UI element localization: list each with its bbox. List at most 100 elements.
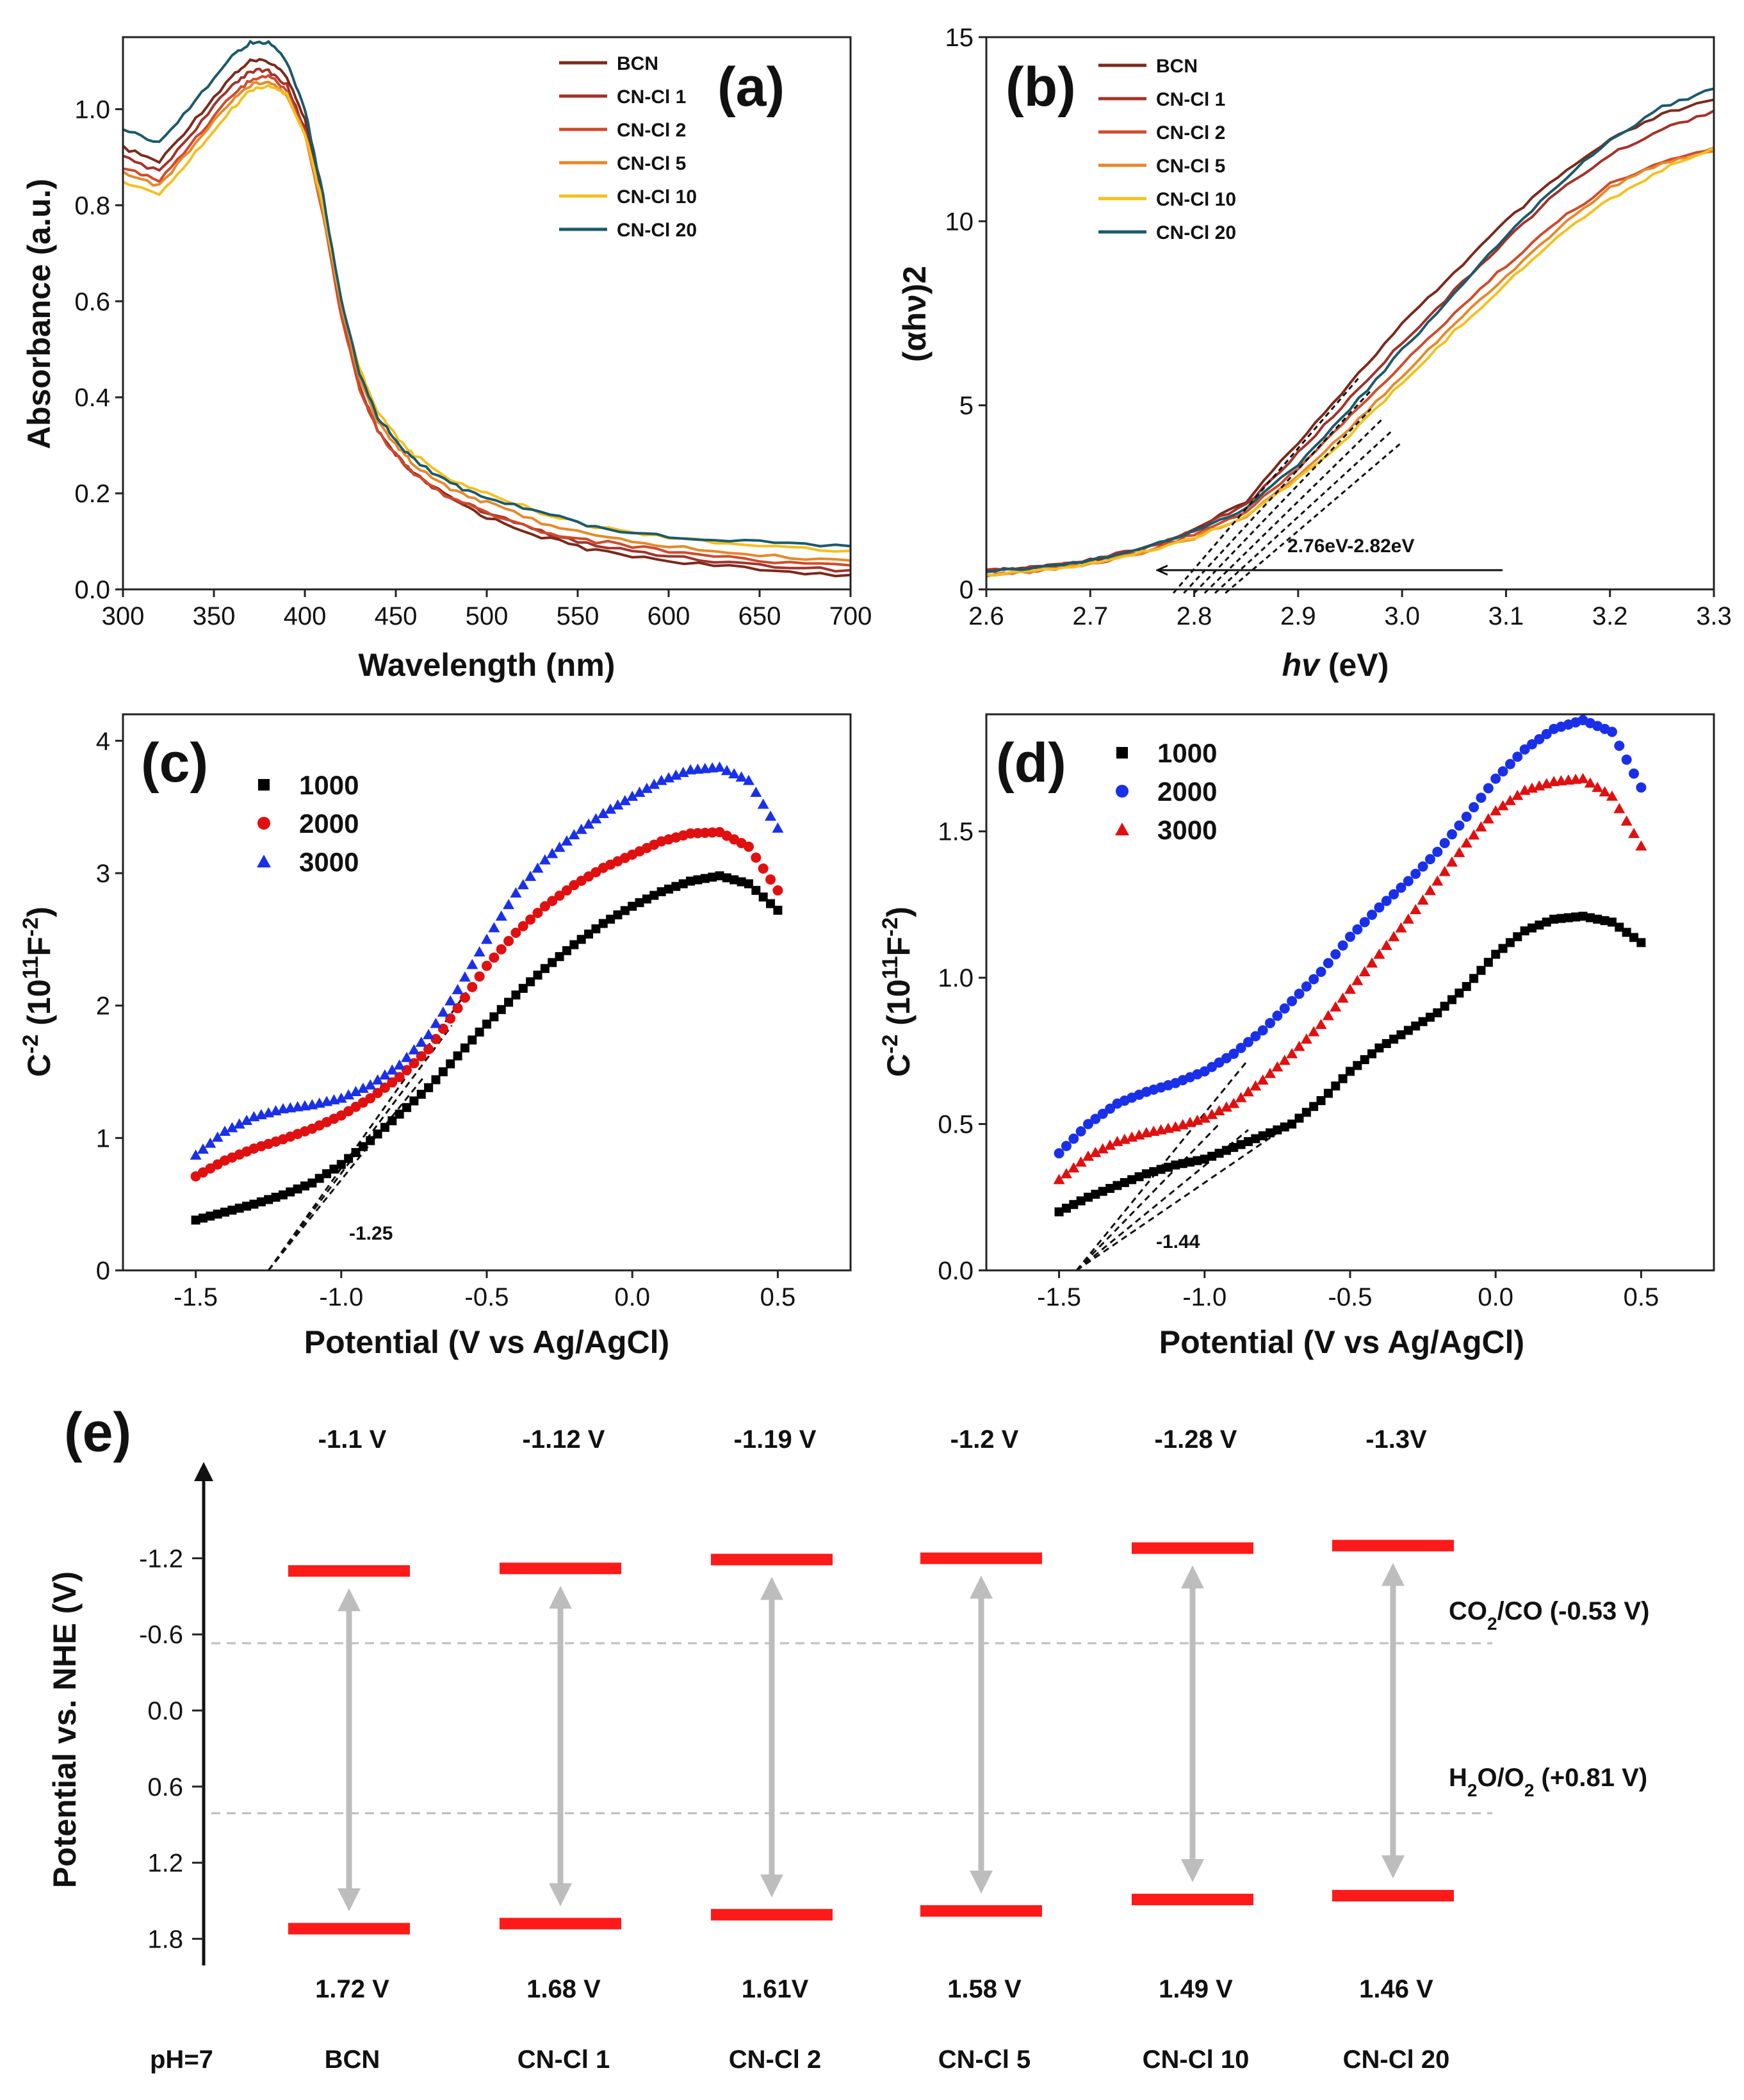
legend-label: CN-Cl 1 [617,86,686,108]
marker-circle [1068,1133,1079,1144]
marker-square [373,1129,382,1139]
marker-circle [1105,1103,1116,1114]
x-tick-label: 2.8 [1177,602,1212,630]
marker-triangle [721,764,733,775]
marker-square [446,1059,455,1069]
marker-square [540,964,550,973]
marker-triangle [1424,885,1436,896]
marker-square [642,894,651,904]
y-tick-label: 2 [96,992,110,1021]
marker-triangle [503,899,515,910]
marker-circle [379,1082,390,1093]
tangent-line [1214,430,1392,594]
marker-triangle [1322,1010,1334,1021]
y-tick-label: 1.0 [74,95,110,124]
marker-triangle [1220,1101,1232,1112]
marker-square [591,924,601,933]
marker-square [1549,914,1559,924]
marker-square [744,879,753,889]
marker-square [1266,1128,1275,1138]
marker-square [715,871,724,881]
sample-name: CN-Cl 2 [729,2046,821,2074]
marker-circle [489,952,500,963]
panel-c-legend: 1000 2000 3000 [257,770,359,877]
panel-c-ylabel-units: (10 [21,979,57,1034]
marker-square [1178,1159,1187,1169]
marker-triangle [1351,974,1364,985]
marker-square [1294,1113,1304,1123]
marker-triangle [444,995,457,1006]
marker-triangle [1635,840,1647,851]
marker-square [1076,1196,1086,1206]
panel-c-frame [122,713,852,1272]
marker-triangle [257,855,271,867]
panel-d-xlabel: Potential (V vs Ag/AgCl) [1159,1324,1524,1360]
y-tick-label: 1.5 [938,818,974,846]
marker-square [314,1174,324,1183]
marker-triangle [525,871,537,882]
marker-square [402,1103,412,1112]
x-tick-label: 600 [648,602,690,630]
marker-square [395,1110,404,1119]
panel-c-x-ticks: -1.5 -1.0 -0.5 0.0 0.5 [174,1270,795,1311]
marker-square [1164,1162,1173,1172]
marker-circle [692,828,703,839]
panel-e-reference-lines [211,1642,1492,1814]
sample-name: CN-Cl 5 [938,2046,1031,2074]
marker-square [1120,1177,1129,1187]
marker-triangle [1075,1156,1087,1167]
marker-triangle [1380,939,1392,950]
panel-b-xlabel: hv (eV) [1282,647,1389,683]
marker-triangle [1373,948,1385,959]
marker-triangle [357,1082,369,1093]
marker-triangle [1512,789,1524,800]
cb-potential-label: -1.1 V [318,1425,387,1454]
panel-e-label: (e) [64,1402,131,1463]
vb-potential-label: 1.58 V [947,1975,1022,2003]
marker-triangle [1198,1112,1210,1123]
marker-square [1316,1096,1326,1106]
series-line-cn-cl-20 [986,87,1715,573]
marker-square [1243,1136,1253,1146]
marker-triangle [612,799,624,810]
marker-circle [699,827,710,838]
band-bcn: -1.1 V 1.72 V BCN [288,1425,410,2074]
marker-circle [758,863,769,874]
marker-square [242,1201,252,1211]
marker-triangle [481,933,493,944]
marker-square [1323,1088,1333,1098]
x-tick-label: 500 [466,602,509,630]
valence-band-level [711,1908,833,1921]
tangent-line [1172,375,1362,594]
marker-triangle [1606,790,1618,801]
marker-triangle [1278,1054,1291,1065]
marker-triangle [1344,983,1356,994]
marker-square [1367,1049,1377,1058]
marker-circle [257,817,270,830]
panel-d-ylabel: C-2 (1011F-2) [878,906,917,1077]
legend-label: 3000 [1157,815,1217,845]
marker-square [213,1210,222,1219]
marker-triangle [1242,1086,1254,1097]
cb-potential-label: -1.12 V [523,1425,605,1454]
marker-triangle [1096,1143,1109,1154]
marker-square [249,1199,259,1209]
y-tick-label: -1.2 [139,1545,183,1573]
marker-square [700,874,710,883]
legend-label: 2000 [299,808,359,839]
marker-square [258,779,270,791]
marker-square [686,876,696,886]
marker-circle [1116,785,1129,798]
marker-triangle [1446,856,1458,867]
marker-triangle [1584,777,1596,788]
marker-triangle [1504,794,1516,805]
panel-a-legend: BCN CN-Cl 1 CN-Cl 2 CN-Cl 5 CN-Cl 10 CN-Cl 20 [559,53,697,241]
marker-square [678,879,688,889]
cb-potential-label: -1.19 V [734,1425,817,1454]
x-tick-label: 450 [375,602,418,630]
marker-triangle [1482,813,1494,824]
marker-square [1054,1207,1064,1217]
marker-square [562,946,571,955]
marker-square [198,1213,208,1223]
cb-potential-label: -1.2 V [950,1425,1019,1454]
